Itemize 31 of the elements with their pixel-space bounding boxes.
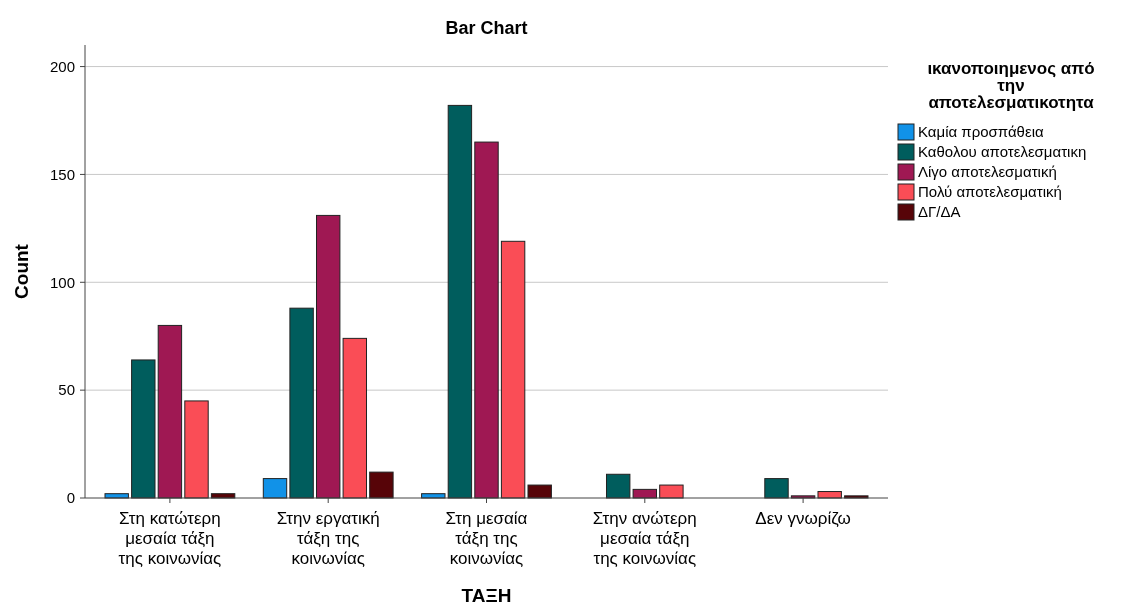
legend-label: Καθολου αποτελεσματικη — [918, 143, 1087, 161]
y-tick-label: 50 — [58, 381, 75, 399]
x-axis-title: ΤΑΞΗ — [461, 585, 512, 606]
y-axis-title: Count — [11, 243, 32, 299]
bar — [369, 471, 394, 499]
x-tick-label: Δεν γνωρίζω — [755, 509, 851, 528]
bar — [659, 484, 684, 499]
legend-label: Λίγο αποτελεσματική — [918, 163, 1057, 181]
bar — [764, 478, 789, 499]
bar — [474, 141, 499, 499]
bar — [527, 484, 552, 499]
y-tick-label: 150 — [49, 165, 75, 183]
legend-label: ΔΓ/ΔΑ — [918, 203, 961, 221]
bar — [184, 400, 209, 499]
legend-label: Καμία προσπάθεια — [918, 123, 1044, 141]
bar — [157, 324, 183, 499]
bar — [289, 307, 314, 499]
x-tick-label: Στη μεσαία τάξη της κοινωνίας — [445, 509, 528, 568]
bar — [262, 478, 288, 499]
x-tick-label: Στην εργατική τάξη της κοινωνίας — [276, 509, 380, 568]
x-tick-label: Στην ανώτερη μεσαία τάξη της κοινωνίας — [592, 509, 697, 568]
y-tick-label: 200 — [49, 57, 75, 75]
legend-label: Πολύ αποτελεσματική — [918, 183, 1062, 201]
chart-title: Bar Chart — [445, 18, 528, 38]
bar — [447, 104, 473, 499]
bar — [131, 359, 156, 499]
y-tick-label: 0 — [66, 489, 75, 507]
bar — [500, 240, 526, 499]
legend-title: ικανοποιημενος από την αποτελεσματικοτητα — [927, 59, 1095, 112]
y-tick-label: 100 — [49, 273, 75, 291]
x-tick-label: Στη κατώτερη μεσαία τάξη της κοινωνίας — [118, 509, 222, 568]
